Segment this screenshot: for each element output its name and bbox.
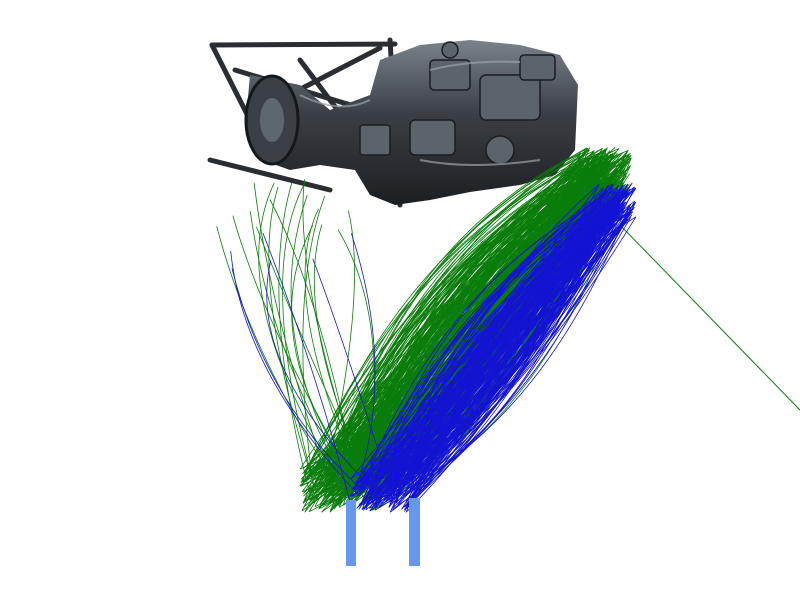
trajectory-outlier-path <box>268 186 317 493</box>
trajectory-outlier-path <box>253 183 334 496</box>
trajectory-path <box>358 211 597 506</box>
trajectory-path <box>404 200 620 511</box>
trajectory-path <box>403 206 608 496</box>
trajectory-path <box>357 189 626 480</box>
engine-highlights <box>299 60 541 166</box>
trajectory-path <box>358 214 627 489</box>
trajectory-path <box>307 150 595 480</box>
support-right <box>409 498 420 566</box>
trajectory-outlier-path <box>256 226 369 482</box>
trajectory-outlier-path <box>324 210 355 483</box>
trajectory-path <box>394 192 630 478</box>
trajectory-outlier-path <box>249 211 348 487</box>
engine-model[interactable] <box>207 37 578 208</box>
trajectory-outlier-path <box>350 233 376 488</box>
engine-details <box>359 41 556 165</box>
trajectory-outlier-path <box>230 250 359 496</box>
trajectory-path <box>300 171 605 483</box>
trajectory-path <box>405 206 635 503</box>
trajectory-outlier-path <box>262 232 353 510</box>
trajectory-outlier-path <box>312 258 391 488</box>
trajectory-outlier-path <box>302 195 326 484</box>
trajectory-path <box>318 161 614 481</box>
trajectory-path <box>393 201 626 479</box>
trajectory-path <box>395 190 625 482</box>
trajectory-outlier-path <box>216 226 344 496</box>
trajectory-outlier-path <box>266 260 374 489</box>
trajectory-path <box>368 200 608 497</box>
trajectory-outlier-path <box>337 229 375 492</box>
trajectory-outlier-path <box>290 194 347 481</box>
trajectory-path <box>369 189 607 512</box>
blue-trajectory-bundle[interactable] <box>230 182 637 513</box>
trajectory-path <box>406 183 629 485</box>
trajectory-path <box>302 161 602 494</box>
trajectory-outlier-path <box>282 182 313 480</box>
trajectory-path <box>361 166 587 470</box>
trajectory-outlier-path <box>313 224 370 485</box>
engine-intake-core <box>260 98 284 142</box>
trajectory-path <box>352 200 636 491</box>
trajectory-outlier-path <box>232 215 364 498</box>
trajectory-outlier-path <box>231 268 360 488</box>
trajectory-outlier-path <box>291 225 361 487</box>
trajectory-path <box>364 187 636 484</box>
support-left <box>346 500 356 566</box>
trajectory-path <box>335 177 595 488</box>
trajectory-path <box>394 214 624 483</box>
trajectory-outlier-path <box>302 179 368 498</box>
trajectory-outlier-path <box>304 208 368 499</box>
ray-line <box>619 224 800 411</box>
